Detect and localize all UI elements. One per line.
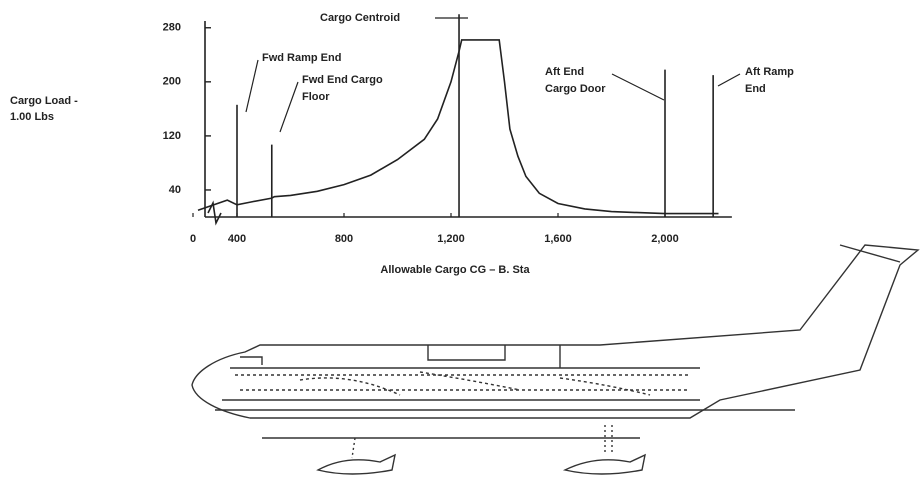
x-tick-label: 400: [228, 233, 246, 245]
x-tick-label: 1,600: [544, 233, 572, 245]
annotation-label: Cargo Centroid: [320, 12, 400, 24]
y-axis-label: 1.00 Lbs: [10, 111, 54, 123]
annotation-arrow: [717, 73, 741, 87]
annotation-label: Aft Ramp: [745, 66, 794, 78]
annotation-label: Aft End: [545, 66, 584, 78]
annotation-label: Floor: [302, 91, 330, 103]
annotation-label: End: [745, 83, 766, 95]
aircraft-drawing: [191, 244, 920, 475]
y-axis-label: Cargo Load -: [10, 95, 78, 107]
y-tick-label: 40: [169, 184, 181, 196]
x-tick-label: 1,200: [437, 233, 465, 245]
x-tick-label: 800: [335, 233, 353, 245]
y-tick-label: 120: [163, 130, 181, 142]
annotation-label: Fwd Ramp End: [262, 52, 341, 64]
x-tick-label: 0: [190, 233, 196, 245]
y-tick-label: 200: [163, 76, 181, 88]
annotation-label: Fwd End Cargo: [302, 74, 383, 86]
x-axis-label: Allowable Cargo CG – B. Sta: [380, 264, 530, 276]
axis-break: [207, 200, 222, 226]
annotation-label: Cargo Door: [545, 83, 606, 95]
x-tick-label: 2,000: [651, 233, 679, 245]
load-curve: [197, 39, 719, 215]
annotation-arrow: [245, 59, 259, 113]
annotation-arrow: [279, 81, 299, 133]
y-tick-label: 280: [163, 22, 181, 34]
annotation-arrow: [611, 73, 665, 101]
